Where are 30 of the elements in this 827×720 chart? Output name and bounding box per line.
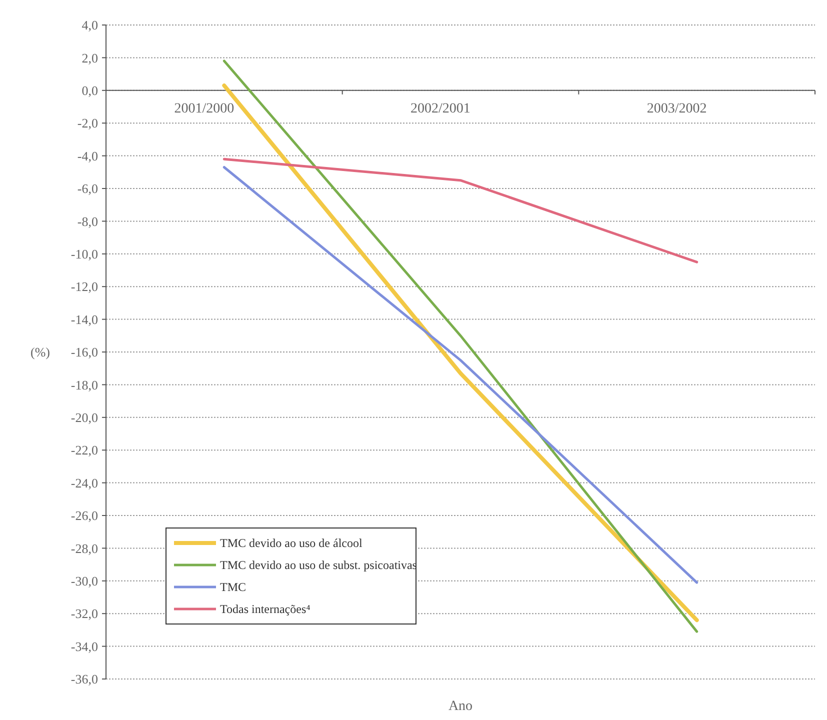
y-tick-label: -36,0 [70, 672, 98, 687]
y-tick-label: -30,0 [70, 573, 98, 588]
y-tick-label: -18,0 [70, 377, 98, 392]
y-tick-label: -22,0 [70, 442, 98, 458]
y-tick-label: -12,0 [70, 279, 98, 294]
y-tick-label: -6,0 [77, 181, 98, 196]
y-tick-label: -4,0 [77, 148, 98, 164]
y-tick-label: -20,0 [70, 410, 98, 425]
legend-label: Todas internações⁴ [220, 602, 310, 616]
x-tick-label: 2003/2002 [646, 101, 707, 116]
y-tick-label: 0,0 [82, 82, 98, 98]
y-tick-label: -32,0 [70, 606, 98, 622]
legend-label: TMC [220, 580, 246, 594]
y-tick-label: -24,0 [70, 475, 98, 490]
x-axis-title: Ano [448, 699, 473, 714]
y-tick-label: 2,0 [82, 50, 98, 66]
x-tick-label: 2002/2001 [410, 101, 470, 116]
y-tick-label: -26,0 [70, 508, 98, 524]
legend-label: TMC devido ao uso de subst. psicoativas [220, 558, 418, 572]
y-tick-label: -28,0 [70, 540, 98, 556]
y-tick-label: -2,0 [77, 116, 98, 131]
y-tick-label: 4,0 [82, 18, 98, 33]
x-tick-label: 2001/2000 [174, 101, 234, 116]
y-tick-label: -8,0 [77, 214, 98, 229]
y-tick-label: -14,0 [70, 312, 98, 327]
y-tick-label: -16,0 [70, 344, 98, 360]
y-axis-title: (%) [30, 344, 50, 360]
y-tick-label: -10,0 [70, 246, 98, 262]
y-tick-label: -34,0 [70, 638, 98, 654]
legend-label: TMC devido ao uso de álcool [220, 536, 363, 550]
